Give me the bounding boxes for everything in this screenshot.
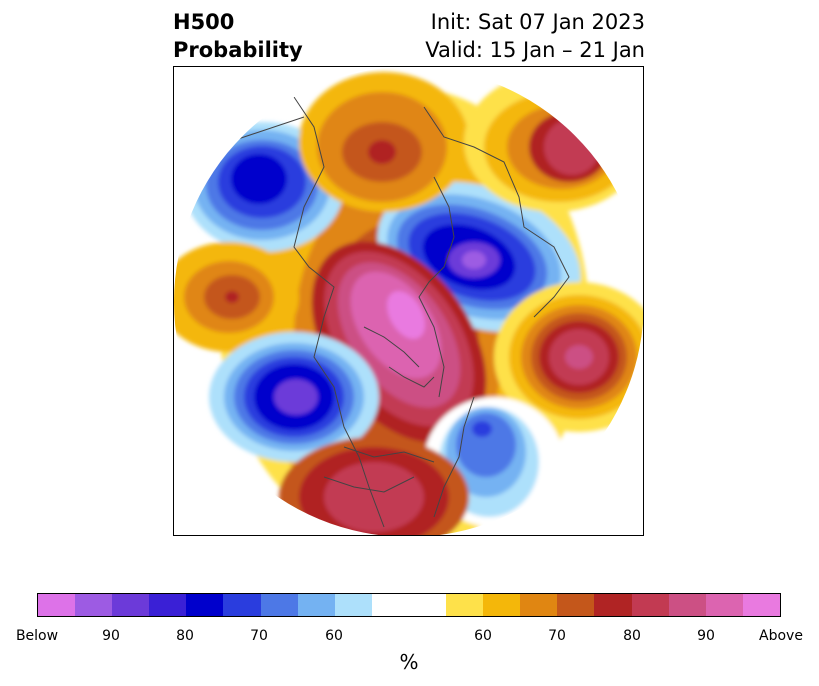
- colorbar-swatch: [742, 594, 780, 616]
- hemisphere-disk: [174, 67, 643, 535]
- colorbar-swatch: [297, 594, 335, 616]
- colorbar-swatch: [446, 594, 484, 616]
- colorbar-unit: %: [399, 650, 419, 674]
- init-date: Init: Sat 07 Jan 2023: [430, 10, 645, 34]
- colorbar-swatch: [186, 594, 224, 616]
- above-anomaly-north: [299, 72, 469, 212]
- valid-range: Valid: 15 Jan – 21 Jan: [425, 38, 645, 62]
- colorbar-swatch: [705, 594, 743, 616]
- above-anomaly-east: [494, 282, 643, 432]
- date-info: Init: Sat 07 Jan 2023 Valid: 15 Jan – 21…: [425, 8, 645, 64]
- colorbar-swatch: [408, 594, 447, 616]
- colorbar-swatch: [631, 594, 669, 616]
- colorbar-swatch: [520, 594, 558, 616]
- colorbar-tick-label: 70: [250, 628, 268, 644]
- colorbar-tick-label: Below: [15, 628, 59, 644]
- colorbar-swatch: [223, 594, 261, 616]
- colorbar-swatch: [557, 594, 595, 616]
- colorbar-swatch: [112, 594, 150, 616]
- colorbar-tick-label: 80: [176, 628, 194, 644]
- title-line-probability: Probability: [173, 38, 303, 62]
- colorbar-swatch: [75, 594, 113, 616]
- colorbar-tick-label: 80: [623, 628, 641, 644]
- colorbar-swatch: [38, 594, 76, 616]
- colorbar-swatch: [483, 594, 521, 616]
- colorbar-tick-label: Above: [759, 628, 803, 644]
- colorbar-swatch: [334, 594, 372, 616]
- colorbar-swatch: [260, 594, 298, 616]
- below-anomaly-sw: [209, 332, 379, 462]
- chart-title: H500 Probability: [173, 8, 303, 64]
- colorbar-swatch: [149, 594, 187, 616]
- probability-map: [174, 67, 643, 535]
- colorbar-swatch: [594, 594, 632, 616]
- colorbar-swatch: [668, 594, 706, 616]
- below-anomaly-ne: [377, 182, 581, 332]
- above-anomaly-west: [174, 242, 299, 352]
- above-anomaly-top-right: [464, 72, 643, 212]
- title-line-h500: H500: [173, 10, 235, 34]
- colorbar-tick-label: 60: [474, 628, 492, 644]
- colorbar-swatch: [371, 594, 409, 616]
- colorbar-legend: [37, 593, 781, 617]
- colorbar-tick-label: 60: [325, 628, 343, 644]
- colorbar-tick-label: 90: [697, 628, 715, 644]
- map-panel: [173, 66, 644, 536]
- colorbar-tick-label: 70: [548, 628, 566, 644]
- colorbar-tick-label: 90: [102, 628, 120, 644]
